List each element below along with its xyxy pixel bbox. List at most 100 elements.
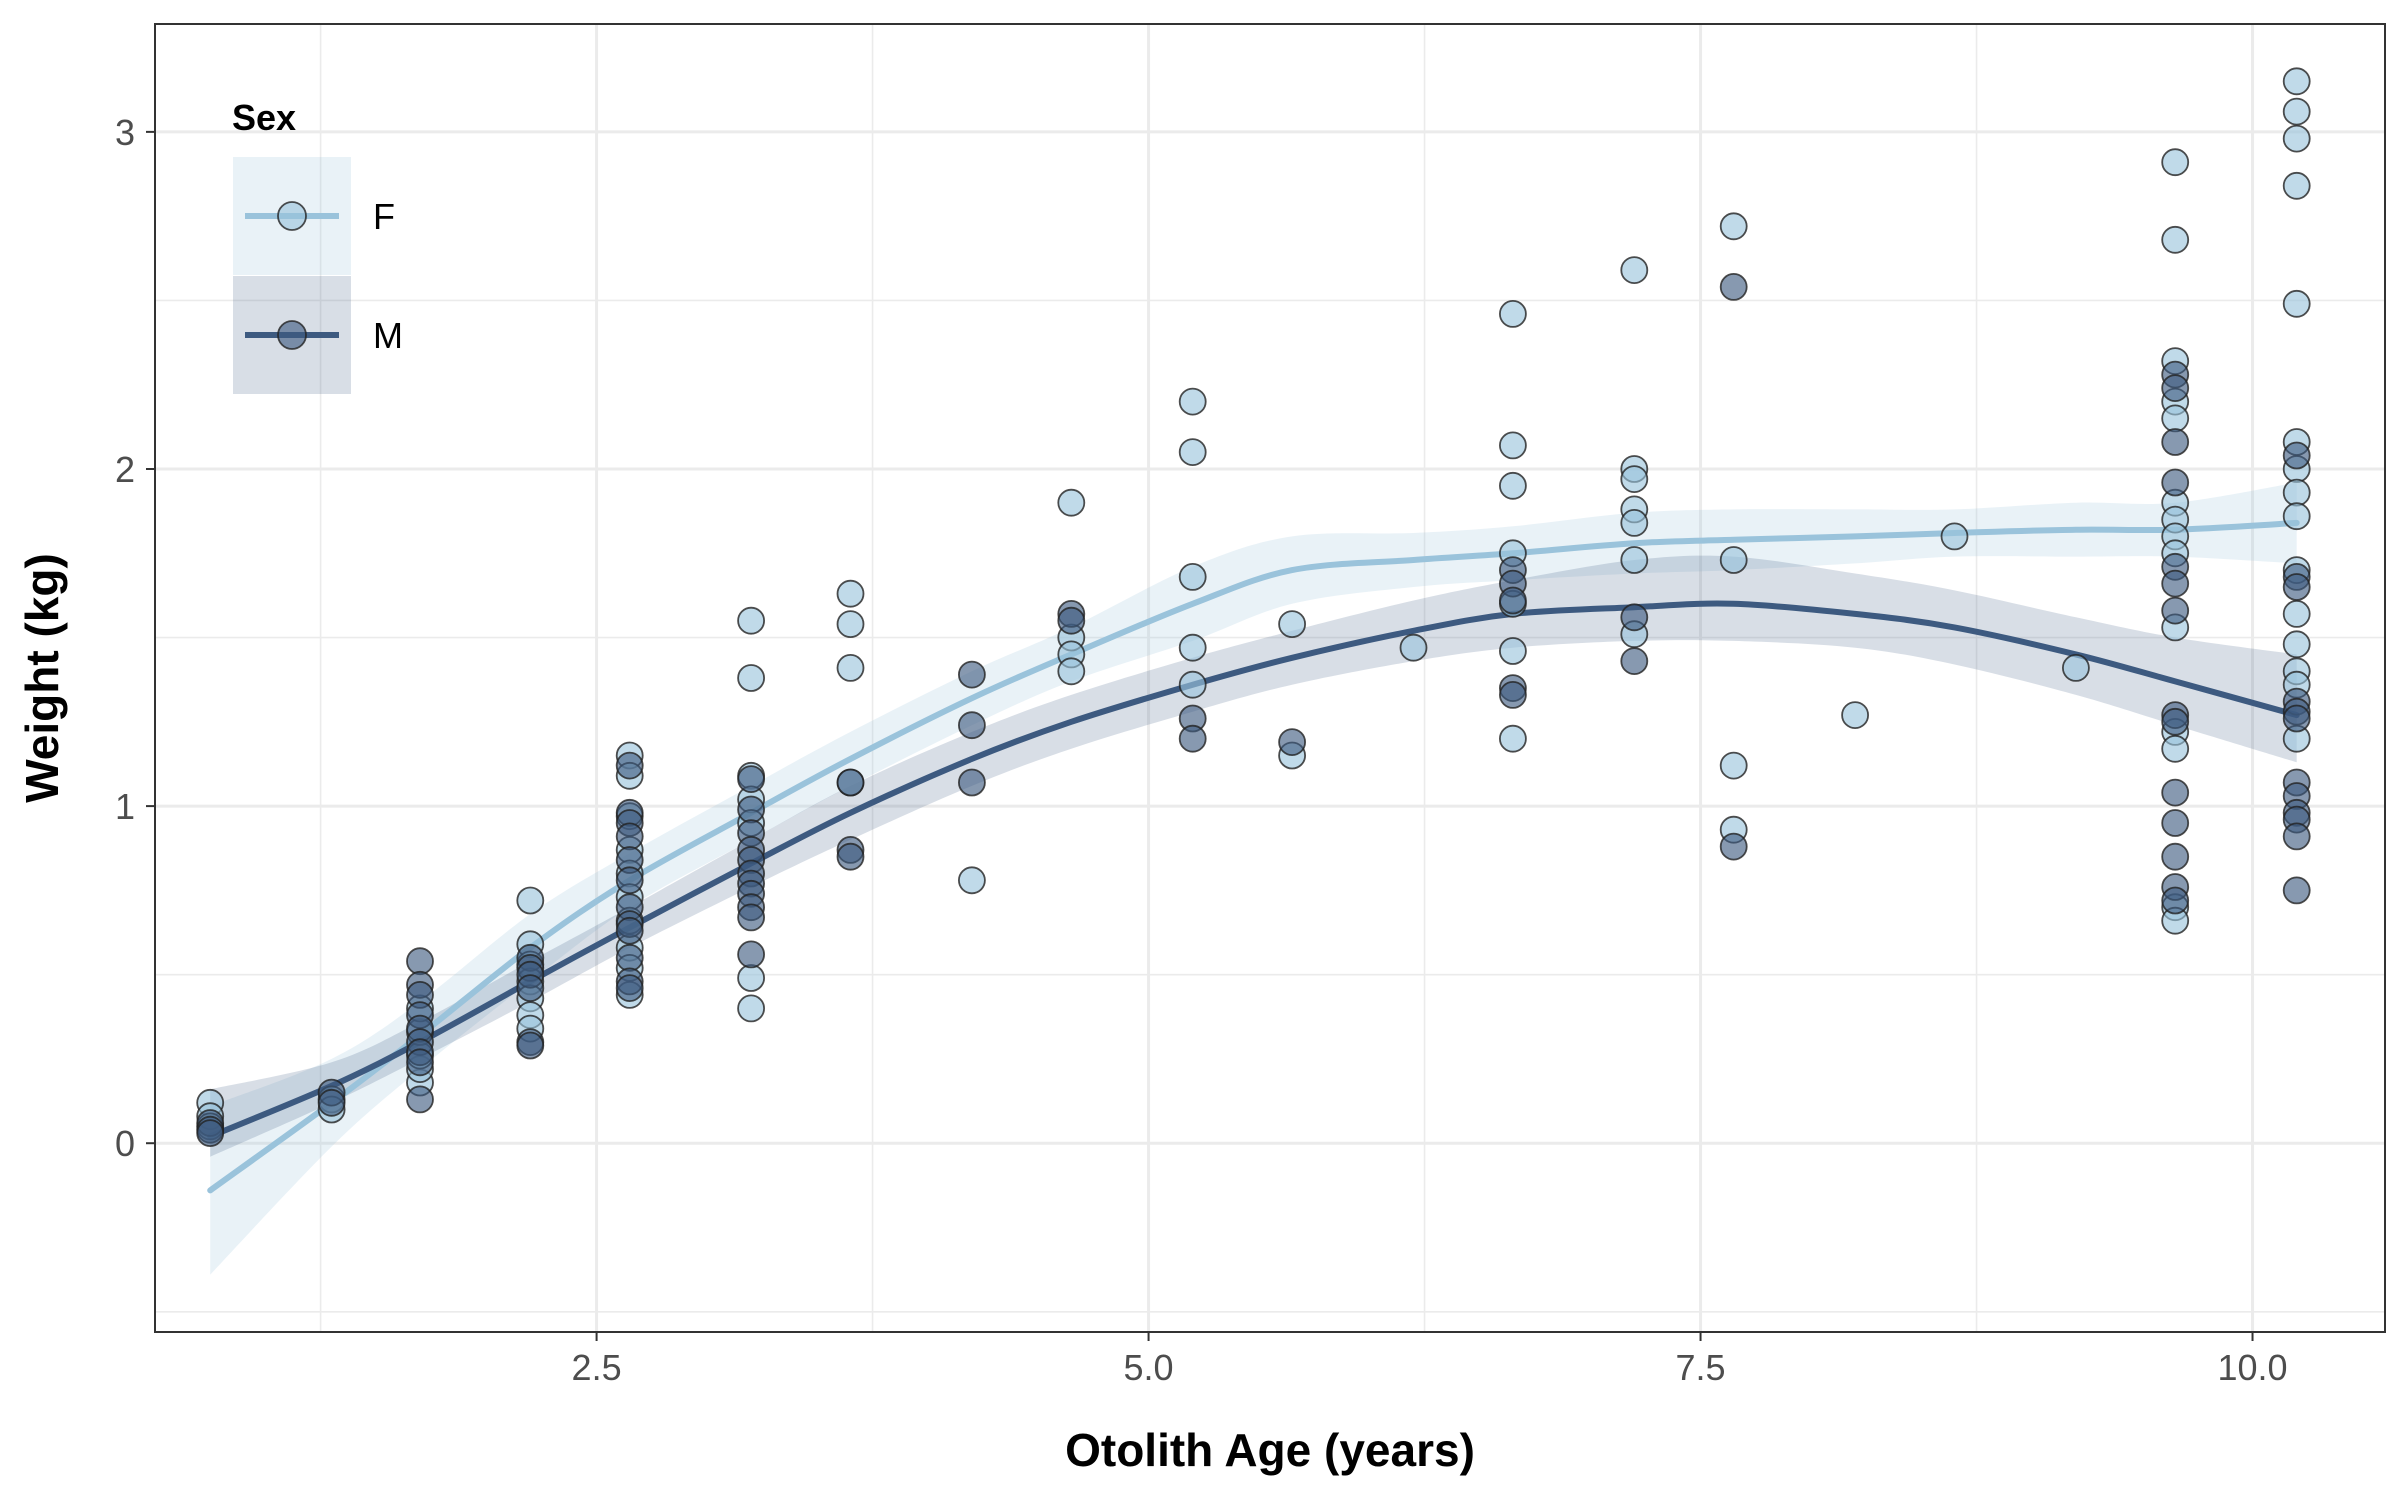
point-f	[1719, 212, 1748, 241]
x-axis-ticks: 2.5 5.0 7.5 10.0	[572, 1332, 2288, 1388]
point-m	[2282, 704, 2311, 733]
point-f	[1620, 509, 1649, 537]
x-tick-label: 2.5	[572, 1347, 622, 1388]
point-f	[2061, 654, 2090, 682]
point-f	[1841, 701, 1869, 729]
point-f	[2282, 171, 2311, 200]
point-f	[737, 664, 765, 692]
x-tick-label: 7.5	[1676, 1347, 1726, 1388]
y-axis-title: Weight (kg)	[16, 553, 68, 803]
point-f	[2161, 734, 2190, 763]
point-f	[2282, 97, 2311, 126]
point-f	[958, 866, 986, 895]
point-m	[737, 795, 765, 824]
point-f	[1719, 751, 1748, 780]
point-f	[1499, 637, 1527, 665]
point-m	[2282, 876, 2311, 905]
point-f	[1399, 633, 1428, 662]
point-m	[958, 711, 986, 740]
confidence-band-m	[210, 555, 2297, 1157]
plot-panel	[155, 24, 2385, 1332]
point-m	[406, 1048, 434, 1077]
point-f	[836, 579, 865, 608]
point-f	[2282, 124, 2311, 153]
point-f	[2282, 600, 2311, 628]
point-m	[2161, 428, 2190, 456]
point-m	[615, 974, 644, 1002]
legend-key-point-m	[277, 320, 307, 350]
point-m	[1719, 832, 1748, 861]
point-m	[615, 916, 644, 945]
point-f	[1499, 724, 1527, 753]
point-f	[737, 994, 765, 1023]
point-m	[1278, 728, 1306, 756]
point-m	[615, 866, 644, 895]
point-m	[516, 974, 545, 1002]
point-m	[317, 1088, 346, 1117]
point-f	[2282, 67, 2311, 96]
point-f	[2282, 502, 2311, 531]
point-f	[2161, 404, 2190, 433]
point-m	[836, 842, 865, 871]
point-m	[516, 1031, 545, 1060]
y-tick-label: 3	[115, 112, 135, 153]
point-m	[2282, 573, 2311, 601]
point-m	[2282, 822, 2311, 851]
point-m	[958, 660, 986, 689]
point-m	[2161, 468, 2190, 497]
point-m	[2161, 596, 2190, 625]
point-f	[1499, 431, 1527, 460]
point-f	[2161, 148, 2190, 177]
point-f	[1178, 387, 1207, 416]
point-m	[1178, 724, 1207, 753]
point-m	[2161, 707, 2190, 736]
plot-border	[154, 23, 2386, 1333]
point-f	[1057, 488, 1086, 517]
point-m	[2161, 809, 2190, 837]
point-f	[2282, 478, 2311, 507]
y-tick-label: 1	[115, 786, 135, 827]
point-m	[1620, 647, 1649, 675]
point-m	[615, 751, 644, 780]
point-m	[737, 940, 765, 969]
legend: Sex F M	[232, 97, 403, 394]
point-m	[1057, 606, 1086, 635]
point-f	[516, 886, 545, 915]
point-f	[737, 606, 765, 635]
legend-key-point-f	[277, 201, 307, 231]
point-f	[1057, 657, 1086, 686]
point-m	[615, 822, 644, 851]
point-m	[836, 768, 865, 797]
point-f	[1499, 299, 1527, 328]
point-f	[836, 654, 865, 682]
point-f	[2282, 630, 2311, 659]
point-f	[1178, 633, 1207, 662]
point-m	[2161, 842, 2190, 871]
smooth-line-m	[207, 600, 2300, 1140]
point-f	[1178, 438, 1207, 467]
x-tick-label: 10.0	[2217, 1347, 2287, 1388]
point-m	[615, 943, 644, 972]
point-f	[2161, 225, 2190, 254]
point-m	[196, 1119, 225, 1147]
point-f	[1620, 256, 1649, 285]
point-m	[1499, 586, 1527, 615]
point-m	[2161, 778, 2190, 807]
point-f	[1499, 471, 1527, 500]
point-m	[1620, 603, 1649, 632]
point-m	[1499, 681, 1527, 709]
point-f	[1719, 546, 1748, 574]
grid	[155, 24, 2385, 1332]
point-f	[836, 610, 865, 638]
point-m	[2161, 886, 2190, 915]
point-m	[406, 947, 434, 976]
y-tick-label: 2	[115, 449, 135, 490]
x-axis-title: Otolith Age (years)	[1065, 1424, 1475, 1476]
y-axis-ticks: 0 1 2 3	[115, 112, 155, 1164]
point-m	[1719, 272, 1748, 301]
point-f	[1178, 563, 1207, 591]
point-f	[1178, 670, 1207, 699]
point-f	[1620, 546, 1649, 574]
legend-label-m: M	[373, 315, 403, 356]
legend-title: Sex	[232, 97, 296, 138]
